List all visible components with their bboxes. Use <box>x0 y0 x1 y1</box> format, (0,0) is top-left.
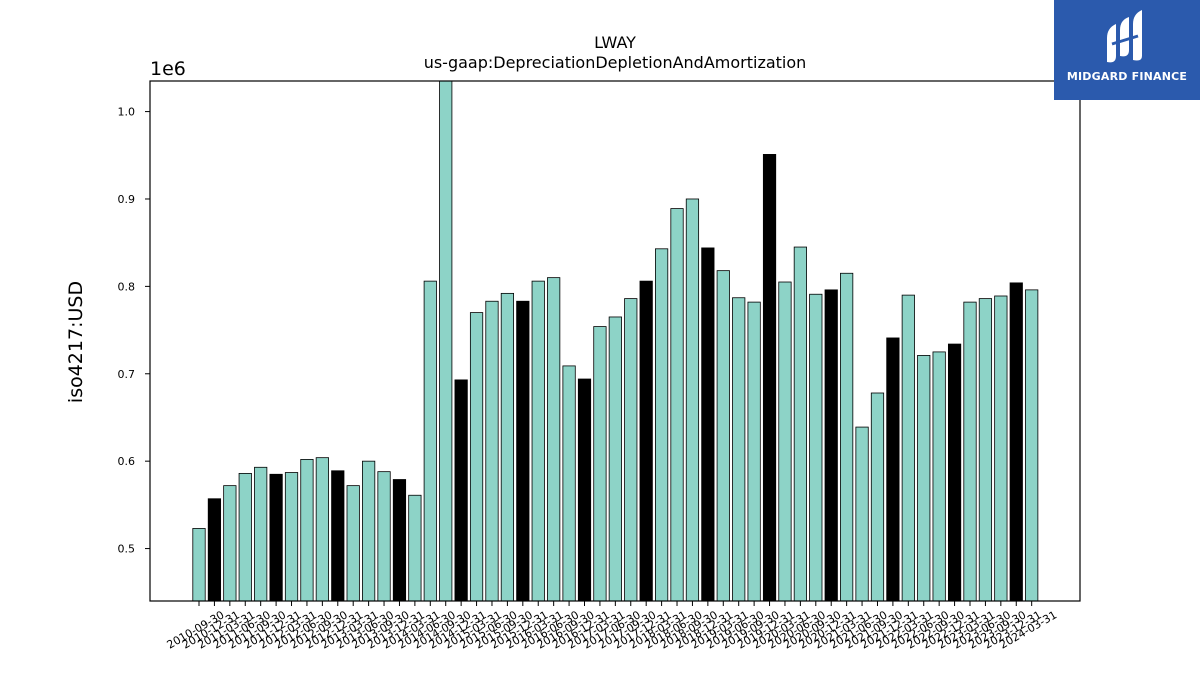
bar-2020-03-31 <box>778 281 792 602</box>
bar-2015-06-30 <box>485 300 499 602</box>
bar-2024-03-31 <box>1025 289 1039 602</box>
bar-2023-12-31 <box>1009 282 1023 602</box>
bar-2016-09-30 <box>562 365 576 602</box>
bar-2015-09-30 <box>500 292 515 602</box>
bar-2023-06-30 <box>978 298 993 602</box>
bar-2019-09-30 <box>747 301 761 602</box>
bar-2021-03-31 <box>840 272 854 602</box>
bar-2019-06-30 <box>732 297 746 602</box>
bar-2011-12-31 <box>269 473 283 602</box>
bar-2017-06-30 <box>608 316 622 602</box>
bar-2021-12-31 <box>886 337 900 602</box>
bar-2020-09-30 <box>809 293 823 602</box>
y-tick-label: 1.0 <box>118 106 136 119</box>
bar-2016-06-30 <box>547 277 561 602</box>
bar-2014-09-30 <box>439 80 453 602</box>
bar-2010-12-31 <box>207 498 222 602</box>
y-axis-ticks: 0.5 0.6 0.7 0.8 0.9 1.0 <box>118 106 150 556</box>
y-tick-label: 0.5 <box>118 543 136 556</box>
bar-2018-03-31 <box>655 248 669 602</box>
plot-frame <box>149 80 1081 602</box>
y-tick-label: 0.9 <box>118 193 136 206</box>
bar-2016-12-31 <box>577 378 592 602</box>
bar-2017-09-30 <box>624 298 638 602</box>
bar-2012-03-31 <box>284 472 299 602</box>
bar-2021-09-30 <box>870 392 885 602</box>
y-tick-label: 0.8 <box>118 280 136 293</box>
bar-2011-03-31 <box>223 485 237 602</box>
bar-2013-03-31 <box>346 485 360 602</box>
y-axis-label: iso4217:USD <box>65 281 87 403</box>
chart-title: LWAY <box>594 33 636 52</box>
bar-2014-03-31 <box>408 494 422 602</box>
bar-2013-09-30 <box>377 471 391 602</box>
bar-2018-06-30 <box>670 208 684 602</box>
bar-2021-06-30 <box>855 426 869 602</box>
logo-text: MIDGARD FINANCE <box>1066 70 1188 83</box>
x-axis-ticks: 2010-09-302010-12-312011-03-312011-06-30… <box>165 601 1059 652</box>
chart-subtitle: us-gaap:DepreciationDepletionAndAmortiza… <box>424 53 807 72</box>
bar-2019-03-31 <box>716 270 730 602</box>
bar-2019-12-31 <box>762 154 777 602</box>
bar-2015-03-31 <box>469 312 484 602</box>
bar-2013-06-30 <box>362 460 376 602</box>
bar-2023-09-30 <box>994 295 1008 602</box>
y-tick-label: 0.7 <box>118 368 136 381</box>
bar-2013-12-31 <box>392 479 407 602</box>
bar-2020-06-30 <box>793 246 807 602</box>
bar-2022-09-30 <box>932 351 946 602</box>
bar-2011-06-30 <box>238 472 252 602</box>
bars-group <box>192 80 1039 602</box>
bar-2015-12-31 <box>516 300 530 602</box>
bar-2011-09-30 <box>254 466 268 602</box>
bar-2012-09-30 <box>315 457 329 602</box>
bar-2017-03-31 <box>593 326 607 602</box>
y-tick-label: 0.6 <box>118 455 136 468</box>
bar-2022-12-31 <box>947 343 962 602</box>
bar-2010-09-30 <box>192 528 206 602</box>
midgard-m-logo-icon <box>1107 10 1142 63</box>
bar-2012-06-30 <box>300 459 314 602</box>
bar-2014-12-31 <box>454 379 468 602</box>
bar-2012-12-31 <box>331 470 345 602</box>
bar-2023-03-31 <box>963 301 977 602</box>
bar-2022-03-31 <box>901 294 915 602</box>
bar-2022-06-30 <box>917 355 931 602</box>
midgard-finance-logo: MIDGARD FINANCE <box>1054 0 1200 100</box>
bar-2014-06-30 <box>423 280 437 602</box>
bar-2018-12-31 <box>701 247 715 602</box>
bar-2020-12-31 <box>824 289 838 602</box>
bar-2016-03-31 <box>531 280 545 602</box>
bar-2017-12-31 <box>639 280 653 602</box>
bar-2018-09-30 <box>685 198 700 602</box>
y-axis-offset-label: 1e6 <box>150 58 186 80</box>
